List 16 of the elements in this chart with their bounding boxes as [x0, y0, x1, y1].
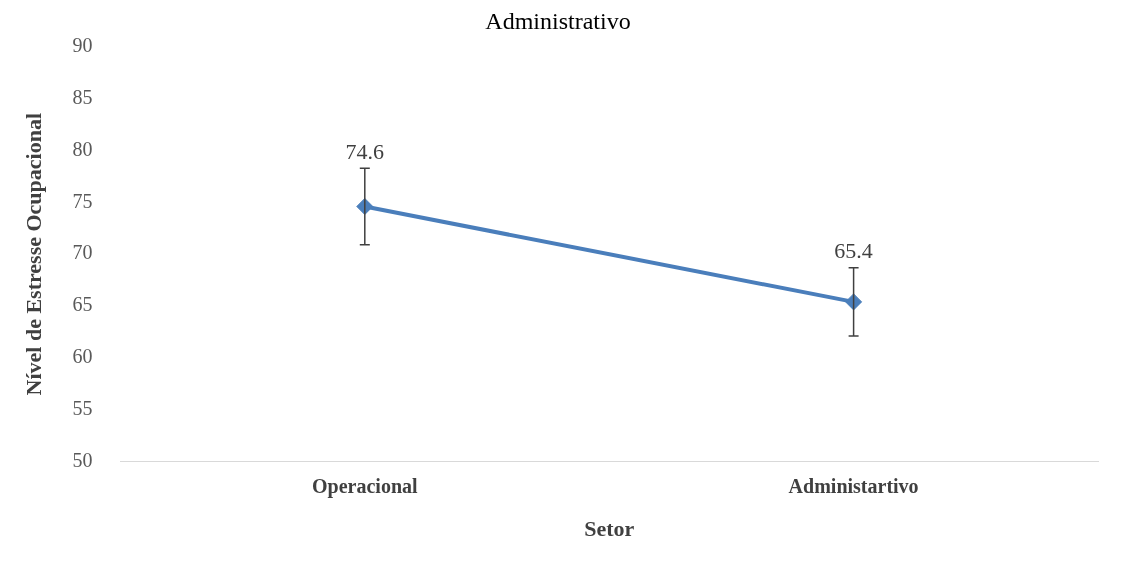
y-tick-label: 85: [72, 85, 93, 108]
y-tick-label: 50: [72, 448, 93, 471]
y-tick-label: 55: [72, 397, 93, 419]
y-tick-label: 60: [72, 345, 93, 368]
x-axis-title: Setor: [584, 516, 635, 542]
y-tick-label: 70: [72, 241, 93, 264]
y-axis-title: Nível de Estresse Ocupacional: [20, 112, 46, 396]
y-tick-label: 90: [72, 34, 93, 57]
y-tick-label: 65: [72, 293, 93, 316]
data-label: 74.6: [345, 138, 385, 164]
x-tick-label: Administartivo: [788, 474, 919, 497]
chart-title: Administrativo: [485, 7, 631, 34]
y-tick-label: 80: [72, 137, 93, 160]
data-label: 65.4: [834, 238, 873, 264]
y-tick-label: 75: [72, 189, 93, 212]
x-tick-label: Operacional: [312, 474, 419, 498]
